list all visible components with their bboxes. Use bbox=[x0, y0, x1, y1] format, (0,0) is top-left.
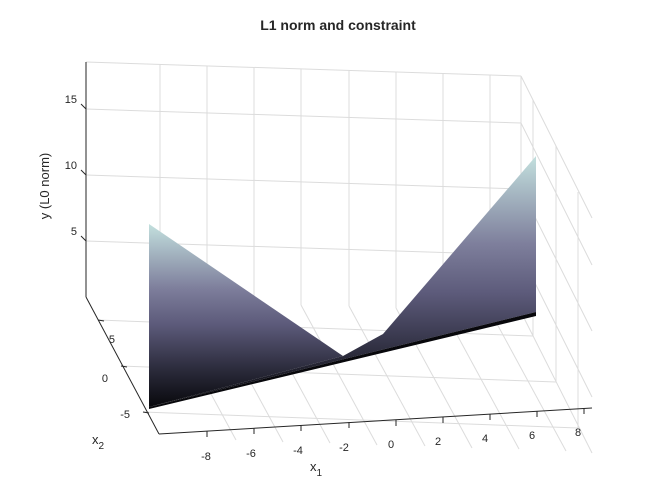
x1-tick-label: 6 bbox=[529, 430, 535, 442]
z-tick-label: 15 bbox=[65, 94, 77, 106]
x1-tick-label: 4 bbox=[482, 433, 488, 445]
surface-right-face bbox=[149, 156, 536, 407]
x1-label-subscript: 1 bbox=[317, 468, 323, 479]
z-axis: 15 10 5 y (L0 norm) bbox=[37, 94, 87, 242]
surface-bottom-face bbox=[149, 312, 536, 409]
x1-tick-label: -4 bbox=[293, 445, 303, 457]
x1-tick-label: -8 bbox=[201, 451, 211, 463]
x1-tick-label: -2 bbox=[339, 442, 349, 454]
x1-tick-label: 0 bbox=[388, 439, 394, 451]
x1-axis-label: x1 bbox=[310, 459, 323, 479]
x2-label-base: x bbox=[92, 432, 99, 447]
z-tick-label: 5 bbox=[71, 226, 77, 238]
x2-axis-label: x2 bbox=[92, 432, 105, 452]
x2-tick-label: 5 bbox=[109, 334, 115, 346]
x2-tick-label: 0 bbox=[102, 373, 108, 385]
x2-tick-label: -5 bbox=[120, 409, 130, 421]
x2-label-subscript: 2 bbox=[99, 441, 105, 452]
chart-title: L1 norm and constraint bbox=[260, 17, 416, 33]
x2-axis: 5 0 -5 x2 bbox=[92, 319, 150, 452]
x1-axis: -8 -6 -4 -2 0 2 4 6 8 x1 bbox=[201, 408, 585, 479]
x1-label-base: x bbox=[310, 459, 317, 474]
z-axis-label: y (L0 norm) bbox=[37, 153, 52, 219]
x1-tick-label: -6 bbox=[246, 448, 256, 460]
x1-tick-label: 2 bbox=[435, 436, 441, 448]
x1-tick-label: 8 bbox=[575, 427, 581, 439]
surface bbox=[149, 156, 536, 409]
z-tick-label: 10 bbox=[65, 160, 77, 172]
surface-left-face bbox=[149, 224, 343, 407]
